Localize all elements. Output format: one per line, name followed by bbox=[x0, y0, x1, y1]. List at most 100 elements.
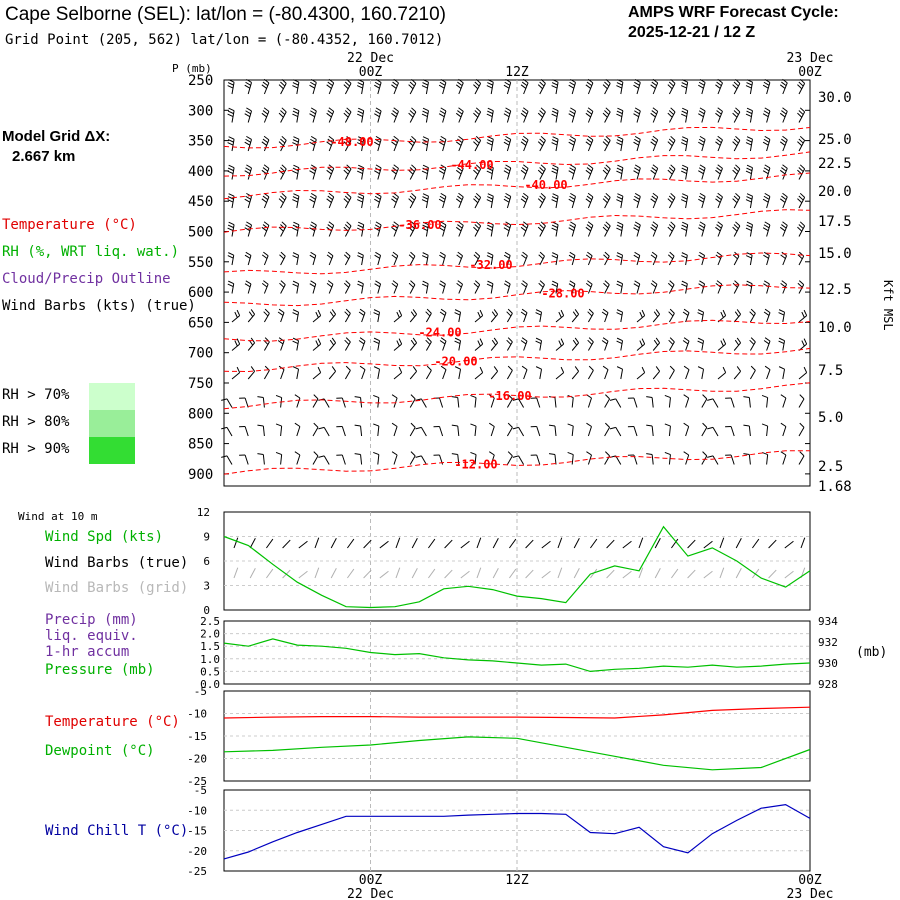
wind-barb-feather bbox=[359, 365, 366, 371]
wind-barb-feather bbox=[717, 107, 723, 112]
wind-barb-feather bbox=[374, 113, 380, 118]
wind-barb-feather bbox=[715, 198, 721, 203]
wind-barb-feather bbox=[422, 252, 429, 256]
wind-barb-feather bbox=[779, 198, 786, 203]
wind-barb-feather bbox=[244, 283, 251, 288]
wind-barb bbox=[701, 255, 706, 266]
legend-cloud-outline: Cloud/Precip Outline bbox=[2, 271, 171, 287]
wind-barb-feather bbox=[415, 455, 422, 458]
wind-barb bbox=[344, 370, 351, 380]
wind-barb-feather bbox=[722, 338, 727, 345]
wind-barb-feather bbox=[521, 195, 528, 201]
wind-barb bbox=[701, 82, 706, 95]
wind-barb-feather bbox=[470, 394, 477, 399]
wind-barb-feather bbox=[475, 192, 481, 198]
wind-barb bbox=[701, 167, 706, 180]
wind-barb-feather bbox=[506, 339, 512, 345]
wind-barb-feather bbox=[392, 195, 398, 201]
wind-barb-feather bbox=[602, 337, 609, 342]
wind-barb bbox=[323, 455, 330, 465]
wind-barb-feather bbox=[393, 164, 399, 169]
wind-barb-feather bbox=[451, 424, 458, 427]
wind-barb-feather bbox=[310, 81, 316, 86]
wind-barb-feather bbox=[421, 170, 428, 175]
wind-barb bbox=[247, 255, 252, 266]
wind-barb-feather bbox=[633, 113, 639, 118]
wind-barb-feather bbox=[634, 110, 640, 115]
wind-barb-feather bbox=[634, 78, 641, 83]
wind-barb-feather bbox=[408, 226, 414, 232]
wind-barb-feather bbox=[667, 169, 673, 175]
model-grid-label: Model Grid ΔX: bbox=[2, 128, 111, 145]
wind-barb bbox=[636, 315, 645, 323]
wind-barb bbox=[766, 369, 771, 380]
wind-barb-feather bbox=[764, 107, 771, 112]
wind-barb-feather bbox=[634, 164, 641, 169]
wind-barb-feather bbox=[797, 282, 803, 288]
wind-barb-feather bbox=[664, 423, 671, 427]
wind-barb bbox=[685, 255, 688, 266]
wind-barb-feather bbox=[408, 282, 414, 288]
wind-barb bbox=[539, 284, 545, 294]
wind-barb-feather bbox=[507, 451, 513, 457]
wind-barb-feather bbox=[373, 309, 380, 313]
wind-barb-feather bbox=[746, 110, 753, 115]
wind-barb-feather bbox=[357, 82, 364, 86]
wind-barb-feather bbox=[391, 282, 397, 288]
surface-wind-barb bbox=[670, 568, 679, 579]
wind-barb-feather bbox=[781, 138, 787, 144]
wind-barb bbox=[361, 283, 364, 294]
wind-barb-feather bbox=[716, 251, 723, 257]
wind-barb-feather bbox=[398, 366, 403, 373]
wind-barb-feather bbox=[474, 224, 480, 229]
wind-barb-feather bbox=[374, 198, 380, 203]
wind-barb-feather bbox=[309, 84, 315, 89]
dewpoint-label: Dewpoint (°C) bbox=[45, 743, 155, 759]
wind-barb-feather bbox=[798, 110, 804, 115]
wind-barb-feather bbox=[586, 138, 593, 144]
wind-barb-feather bbox=[667, 84, 673, 90]
wind-barb-feather bbox=[551, 170, 558, 175]
wind-barb-feather bbox=[697, 340, 704, 345]
wind-barb bbox=[539, 312, 543, 323]
wind-barb-feather bbox=[749, 339, 755, 345]
wind-barb-feather bbox=[474, 280, 481, 286]
wind-barb-feather bbox=[641, 366, 646, 373]
pressure-tick-label: 800 bbox=[188, 406, 213, 422]
wind-barb-feather bbox=[313, 422, 319, 428]
wind-barb-feather bbox=[262, 81, 269, 87]
wind-barb-feather bbox=[798, 195, 804, 201]
wind-barb-feather bbox=[408, 254, 414, 260]
wind-barb-feather bbox=[422, 196, 429, 200]
wind-barb-feather bbox=[552, 164, 559, 169]
wind-barb bbox=[587, 313, 594, 323]
wind-barb-feather bbox=[609, 398, 616, 401]
wind-barb-feather bbox=[373, 337, 380, 342]
wind-barb-feather bbox=[551, 85, 558, 89]
pressure-tick-label: 700 bbox=[188, 346, 213, 362]
wind-barb bbox=[766, 340, 771, 351]
wind-barb-feather bbox=[585, 198, 591, 203]
surface-wind-barb bbox=[298, 570, 308, 579]
wind-barb bbox=[506, 313, 513, 323]
wind-barb-feather bbox=[310, 110, 316, 115]
wind-barb-feather bbox=[374, 195, 381, 200]
wind-barb-feather bbox=[408, 84, 414, 90]
wind-barb bbox=[782, 369, 786, 380]
wind-barb-feather bbox=[779, 169, 786, 175]
wind-barb-feather bbox=[779, 84, 786, 89]
wind-barb-feather bbox=[246, 107, 252, 112]
wind-barb-feather bbox=[488, 394, 495, 399]
wind-barb bbox=[730, 454, 735, 465]
wind-barb-feather bbox=[779, 226, 786, 232]
wind-barb-feather bbox=[634, 81, 640, 86]
wind-barb-feather bbox=[551, 255, 558, 259]
wind-barb-feather bbox=[345, 337, 351, 343]
isotherm-line bbox=[223, 319, 811, 342]
wind-barb-feather bbox=[343, 282, 350, 288]
wind-barb-feather bbox=[327, 110, 333, 115]
bottom-date-label: 23 Dec bbox=[787, 887, 834, 900]
wind-barb bbox=[231, 315, 240, 323]
wind-barb bbox=[247, 342, 256, 351]
wind-barb-feather bbox=[634, 251, 641, 256]
